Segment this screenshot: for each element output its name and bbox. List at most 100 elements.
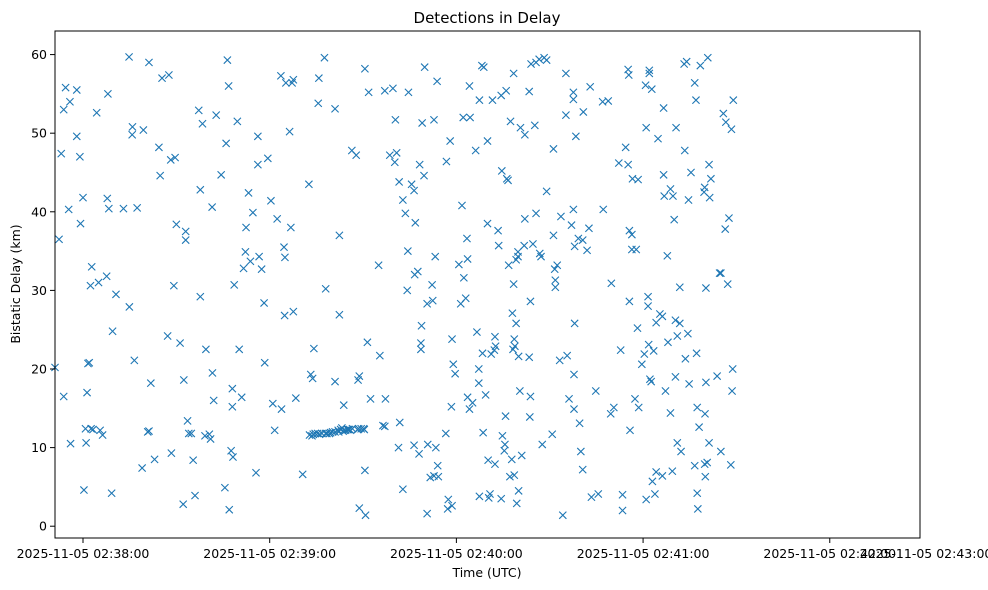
data-point (280, 243, 288, 252)
data-point (668, 467, 677, 476)
data-point (703, 53, 712, 62)
data-point (87, 262, 96, 271)
y-tick-label: 0 (39, 519, 47, 534)
data-point (687, 168, 695, 177)
data-point (693, 504, 702, 513)
data-point (478, 349, 487, 358)
data-point (479, 428, 488, 437)
data-point (641, 81, 650, 90)
data-point (512, 499, 521, 508)
data-point (289, 307, 298, 316)
data-point (517, 451, 526, 460)
data-point (526, 297, 535, 306)
data-point (569, 88, 578, 97)
data-point (335, 310, 344, 319)
data-point (634, 175, 643, 184)
data-point (692, 349, 701, 358)
data-point (721, 118, 730, 127)
data-point (550, 265, 559, 274)
data-point (537, 252, 546, 261)
data-point (666, 185, 675, 193)
data-point (375, 351, 384, 360)
data-point (128, 130, 137, 139)
data-point (103, 194, 112, 203)
data-point (176, 339, 185, 348)
data-point (671, 316, 680, 325)
data-point (645, 69, 654, 78)
data-point (616, 346, 625, 355)
data-point (428, 280, 437, 289)
data-point (671, 372, 680, 381)
data-point (395, 177, 404, 186)
data-point (648, 477, 657, 486)
data-point (472, 328, 481, 337)
data-point (309, 344, 318, 353)
data-point (607, 279, 616, 288)
x-axis-label: Time (UTC) (451, 565, 521, 580)
data-point (263, 154, 272, 163)
data-point (96, 426, 105, 435)
data-point (413, 267, 422, 276)
data-point (241, 247, 250, 256)
data-point (705, 438, 714, 447)
data-point (659, 104, 668, 113)
data-point (392, 148, 401, 157)
data-point (395, 418, 404, 427)
data-point (663, 338, 672, 347)
data-point (567, 221, 576, 230)
data-point (181, 227, 190, 236)
data-point (494, 226, 503, 235)
data-point (553, 261, 562, 270)
data-point (391, 115, 400, 124)
data-point (658, 471, 667, 480)
data-point (501, 412, 510, 421)
data-point (680, 146, 689, 155)
data-point (703, 458, 712, 467)
data-point (208, 368, 217, 377)
data-point (320, 53, 329, 62)
y-axis-ticks: 0 10 20 30 40 50 60 (31, 47, 55, 534)
data-point (637, 360, 646, 369)
data-point (217, 170, 226, 179)
data-point (321, 284, 330, 293)
y-tick-label: 30 (31, 283, 47, 298)
data-point (705, 160, 714, 169)
x-tick-label: 2025-11-05 02:38:00 (17, 546, 150, 561)
data-point (561, 111, 570, 120)
data-point (79, 486, 88, 495)
data-point (644, 302, 653, 311)
data-point (504, 176, 513, 185)
data-point (212, 111, 221, 120)
y-tick-label: 40 (31, 204, 47, 219)
data-point (196, 292, 205, 301)
data-point (530, 121, 539, 130)
data-point (509, 69, 518, 78)
data-point (618, 506, 627, 515)
data-point (575, 419, 584, 428)
data-point (281, 78, 290, 87)
data-point (497, 494, 506, 503)
data-point (433, 461, 442, 470)
data-point (512, 319, 521, 328)
data-point (79, 193, 87, 202)
data-point (253, 160, 262, 169)
data-point (556, 212, 565, 221)
data-point (526, 392, 535, 401)
y-tick-label: 50 (31, 126, 47, 141)
data-point (273, 214, 282, 223)
data-point (104, 204, 113, 213)
data-point (497, 166, 506, 175)
data-point (119, 204, 128, 213)
data-point (701, 472, 710, 481)
data-point (630, 394, 639, 403)
data-point (133, 203, 142, 212)
data-point (228, 402, 237, 411)
data-point (444, 495, 453, 504)
data-point (491, 342, 500, 351)
data-point (407, 180, 416, 189)
data-point (138, 464, 147, 473)
data-point (179, 376, 188, 384)
data-point (433, 77, 442, 86)
data-point (624, 160, 633, 169)
data-point (695, 423, 704, 432)
